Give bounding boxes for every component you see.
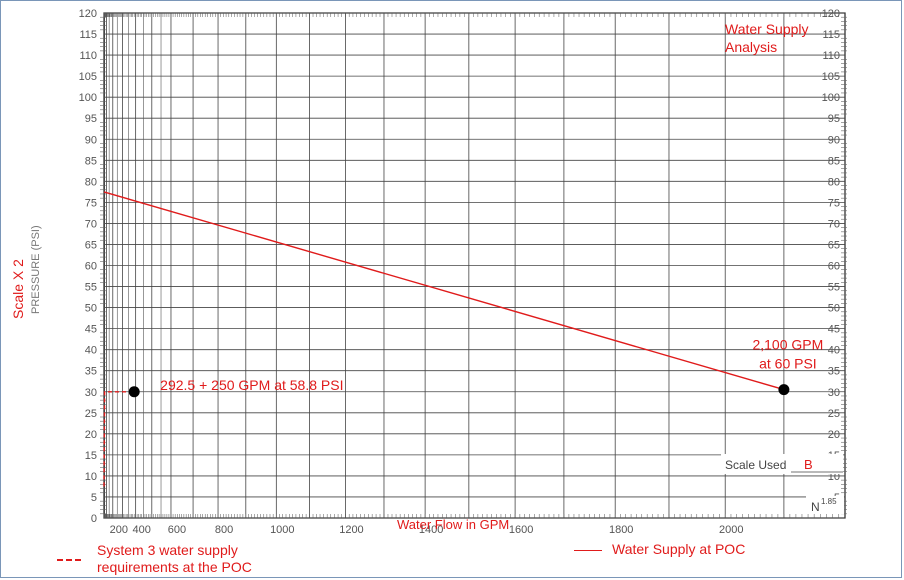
y-tick-label-right: 85 [828, 155, 840, 167]
x-tick-label: 400 [132, 524, 150, 536]
x-tick-label: 1600 [509, 524, 533, 536]
annotation-label: 292.5 + 250 GPM at 58.8 PSI [160, 377, 343, 393]
y-tick-label: 40 [85, 345, 97, 357]
y-tick-label: 60 [85, 261, 97, 273]
chart-title: Water Supply Analysis [725, 21, 809, 55]
y-tick-label-right: 60 [828, 261, 840, 273]
y-tick-label-right: 105 [822, 71, 840, 83]
y-tick-label: 10 [85, 471, 97, 483]
y-tick-label-right: 110 [822, 50, 840, 62]
x-tick-label: 200 [110, 524, 128, 536]
x-tick-label: 1000 [270, 524, 294, 536]
annotations-layer: 292.5 + 250 GPM at 58.8 PSI 2,100 GPM at 6… [128, 337, 823, 398]
exponent-box [806, 496, 844, 514]
legend-water-supply-label: Water Supply at POC [612, 541, 746, 557]
water-supply-line [103, 191, 785, 391]
y-tick-label: 120 [79, 8, 97, 20]
x-axis-label: Water Flow in GPM [397, 517, 509, 532]
y-tick-label-right: 100 [822, 92, 840, 104]
annotation-label: at 60 PSI [759, 356, 817, 372]
legend-water-supply: Water Supply at POC [574, 541, 745, 557]
y-tick-label: 105 [79, 71, 97, 83]
y-tick-label-right: 25 [828, 408, 840, 420]
annotation-marker [778, 384, 790, 396]
y-tick-label: 20 [85, 429, 97, 441]
chart-title-line: Water Supply [725, 21, 809, 37]
legend-system3: System 3 water supply requirements at th… [57, 542, 252, 576]
y-tick-label: 115 [79, 29, 97, 41]
chart-title-line: Analysis [725, 39, 777, 55]
y-tick-label: 75 [85, 197, 97, 209]
y-tick-label: 50 [85, 303, 97, 315]
annotation-label: 2,100 GPM [752, 337, 823, 353]
scale-label: Scale X 2 [10, 259, 26, 319]
y-tick-label: 85 [85, 155, 97, 167]
x-tick-label: 1200 [339, 524, 363, 536]
x-axis-ticks: 200 400 600 800 1000 1200 1400 1600 1800 2000 [110, 524, 744, 536]
y-tick-label: 100 [79, 92, 97, 104]
y-tick-label: 25 [85, 408, 97, 420]
scale-used-value: B [804, 457, 813, 472]
y-tick-label: 30 [85, 387, 97, 399]
grid [100, 12, 847, 519]
y-tick-label-right: 35 [828, 366, 840, 378]
scale-used-box [721, 454, 843, 474]
y-tick-label-right: 115 [822, 29, 840, 41]
y-axis-label: PRESSURE (PSI) [30, 225, 42, 314]
y-tick-label: 0 [91, 513, 97, 525]
y-tick-label-right: 70 [828, 218, 840, 230]
y-tick-label: 45 [85, 324, 97, 336]
x-tick-label: 2000 [719, 524, 743, 536]
x-tick-label: 800 [215, 524, 233, 536]
x-tick-label: 1400 [419, 524, 443, 536]
y-tick-label-right: 40 [828, 345, 840, 357]
y-tick-label: 70 [85, 218, 97, 230]
legend-solid-swatch [574, 549, 602, 551]
y-tick-label: 15 [85, 450, 97, 462]
y-tick-label: 80 [85, 176, 97, 188]
y-tick-label-right: 20 [828, 429, 840, 441]
y-tick-label-right: 75 [828, 197, 840, 209]
y-tick-label-right: 90 [828, 134, 840, 146]
y-tick-label: 65 [85, 239, 97, 251]
y-tick-label-right: 120 [822, 8, 840, 20]
scale-used-label: Scale Used [725, 458, 786, 472]
y-tick-label-right: 65 [828, 239, 840, 251]
x-tick-label: 1800 [609, 524, 633, 536]
x-tick-label: 600 [168, 524, 186, 536]
legend-dash-swatch [57, 559, 81, 561]
y-tick-label-right: 80 [828, 176, 840, 188]
annotation-marker [128, 386, 140, 398]
y-tick-label: 35 [85, 366, 97, 378]
legend-system3-label: System 3 water supply requirements at th… [97, 542, 252, 575]
y-tick-label: 95 [85, 113, 97, 125]
y-tick-label: 55 [85, 282, 97, 294]
y-tick-label-right: 45 [828, 324, 840, 336]
y-tick-label: 5 [91, 492, 97, 504]
y-tick-label-right: 30 [828, 387, 840, 399]
series-layer [103, 191, 785, 487]
exponent-value: 1.85 [821, 497, 837, 506]
y-axis-ticks: 0551010151520202525303035354040454550505… [79, 8, 840, 525]
y-tick-label-right: 50 [828, 303, 840, 315]
y-tick-label-right: 55 [828, 282, 840, 294]
y-tick-label: 90 [85, 134, 97, 146]
y-tick-label-right: 95 [828, 113, 840, 125]
y-tick-label: 110 [79, 50, 97, 62]
system3-requirement-line [103, 391, 135, 487]
exponent-label: N [811, 500, 820, 514]
